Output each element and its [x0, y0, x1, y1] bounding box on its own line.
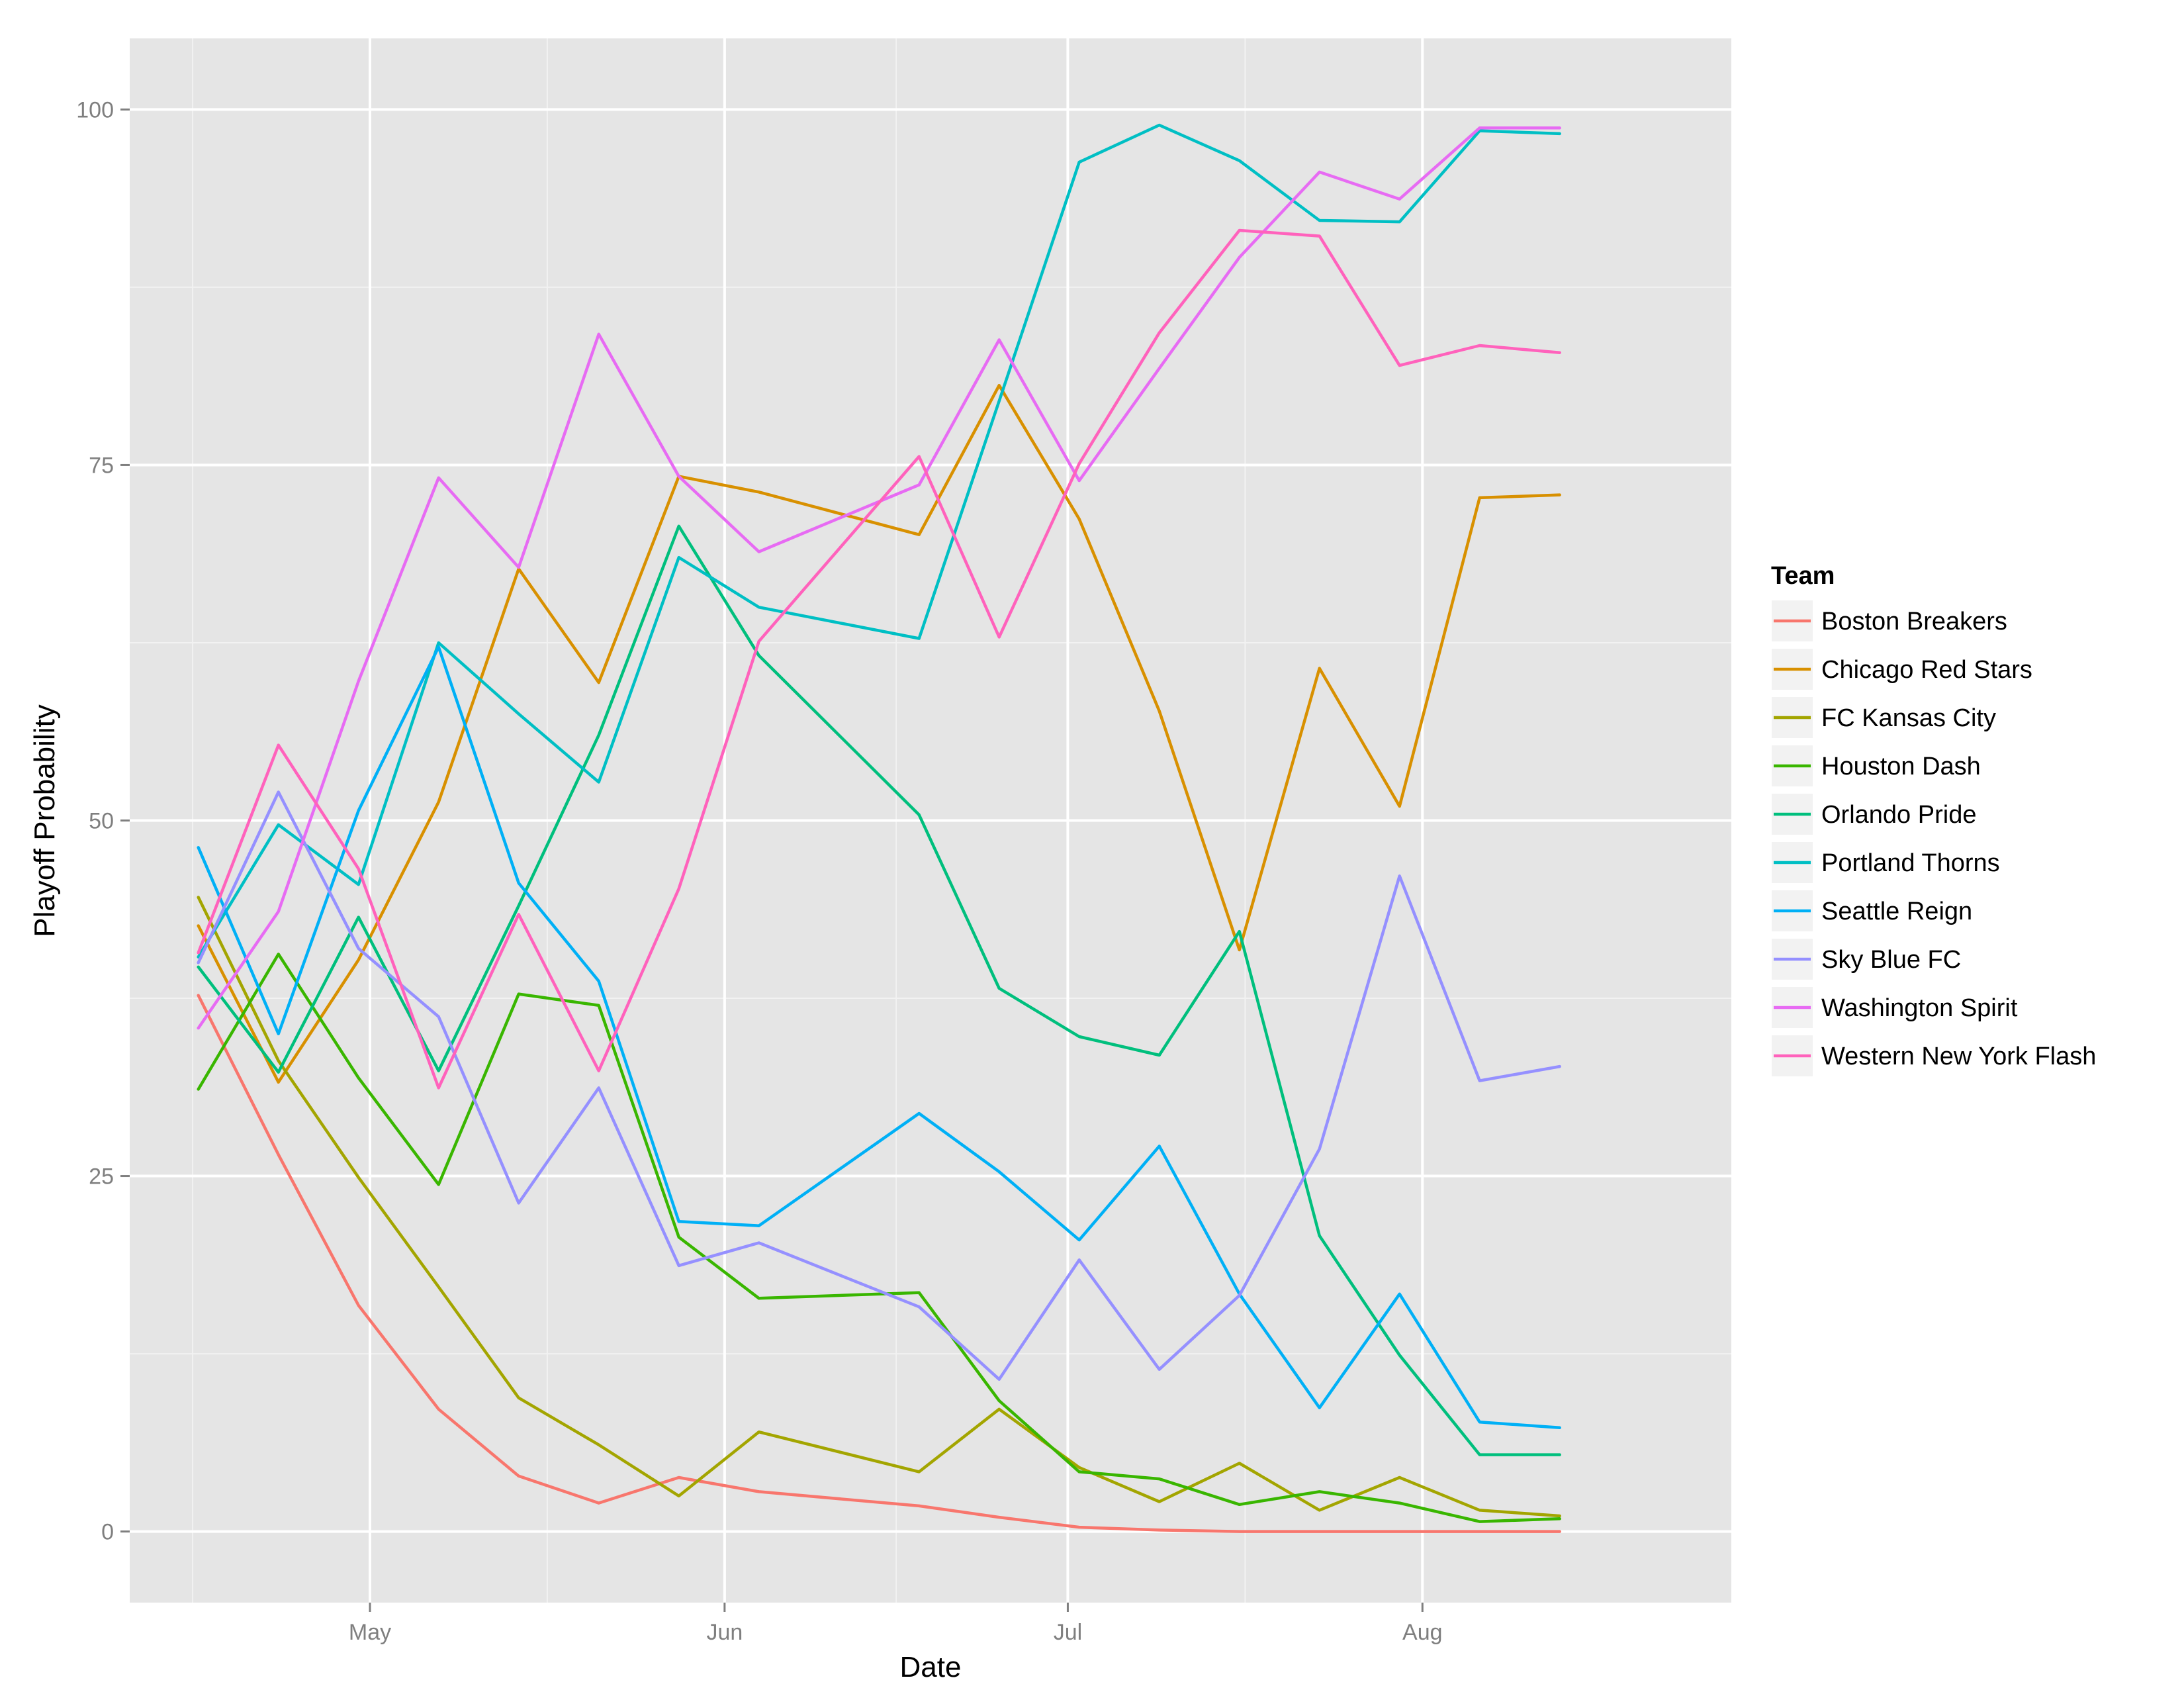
- series-line-houston-dash: [197, 953, 1561, 1523]
- legend-label: Orlando Pride: [1821, 801, 1976, 829]
- x-tick-label: May: [349, 1620, 391, 1645]
- legend-label: Chicago Red Stars: [1821, 656, 2032, 684]
- series-line-boston-breakers: [197, 994, 1561, 1533]
- x-axis: May Jun Jul Aug: [349, 1603, 1443, 1645]
- legend-item-fc-kansas-city: FC Kansas City: [1770, 696, 1996, 739]
- y-tick-label: 100: [76, 97, 114, 122]
- series-line-fc-kansas-city: [197, 896, 1561, 1518]
- y-tick-label: 75: [89, 453, 114, 478]
- legend-label: FC Kansas City: [1821, 704, 1996, 732]
- legend-label: Washington Spirit: [1821, 994, 2018, 1022]
- series-line-portland-thorns: [197, 123, 1561, 959]
- y-tick-label: 50: [89, 809, 114, 834]
- legend-label: Seattle Reign: [1821, 898, 1972, 925]
- legend-title: Team: [1771, 562, 1835, 590]
- legend-item-western-new-york-flash: Western New York Flash: [1770, 1034, 2096, 1078]
- series-line-seattle-reign: [197, 645, 1561, 1430]
- series-line-western-new-york-flash: [197, 228, 1561, 1090]
- legend-label: Portland Thorns: [1821, 849, 2000, 877]
- legend-label: Boston Breakers: [1821, 608, 2007, 635]
- legend-item-sky-blue-fc: Sky Blue FC: [1770, 937, 1961, 981]
- legend-label: Western New York Flash: [1821, 1043, 2096, 1070]
- x-tick-label: Jul: [1054, 1620, 1082, 1645]
- series-line-sky-blue-fc: [197, 790, 1561, 1381]
- legend-item-portland-thorns: Portland Thorns: [1770, 841, 2000, 884]
- y-axis: 0 25 50 75 100: [76, 97, 130, 1545]
- y-tick-label: 25: [89, 1164, 114, 1190]
- series-line-orlando-pride: [197, 524, 1561, 1456]
- y-tick-label: 0: [101, 1520, 114, 1545]
- series-line-washington-spirit: [197, 126, 1561, 1030]
- legend-label: Sky Blue FC: [1821, 946, 1961, 974]
- x-axis-title: Date: [900, 1651, 962, 1683]
- y-axis-title: Playoff Probability: [28, 704, 61, 937]
- x-tick-label: Jun: [706, 1620, 743, 1645]
- legend-item-boston-breakers: Boston Breakers: [1770, 599, 2007, 643]
- legend-item-chicago-red-stars: Chicago Red Stars: [1770, 647, 2032, 691]
- legend-label: Houston Dash: [1821, 753, 1981, 780]
- x-tick-label: Aug: [1402, 1620, 1443, 1645]
- legend-item-washington-spirit: Washington Spirit: [1770, 986, 2018, 1029]
- legend-item-houston-dash: Houston Dash: [1770, 744, 1981, 788]
- legend: Team Boston Breakers Chicago Red Stars FC …: [1770, 562, 2096, 1078]
- series-line-chicago-red-stars: [197, 383, 1561, 1084]
- legend-item-orlando-pride: Orlando Pride: [1770, 792, 1976, 836]
- series-lines: [197, 123, 1561, 1533]
- legend-item-seattle-reign: Seattle Reign: [1770, 889, 1972, 933]
